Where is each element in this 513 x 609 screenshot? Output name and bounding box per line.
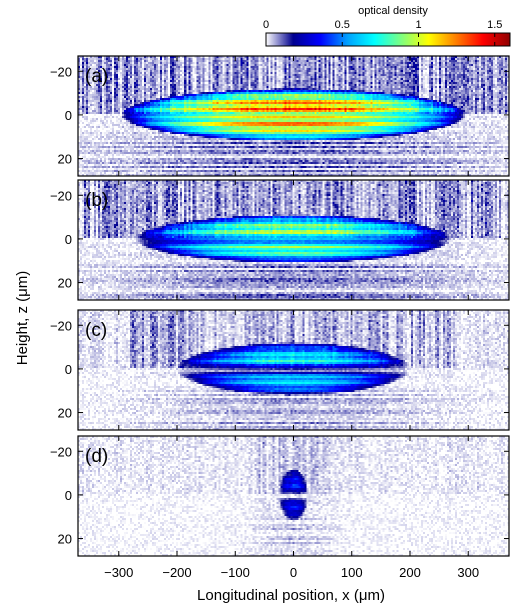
x-tick-label: −300 [104,565,133,580]
y-tick-label: −20 [50,318,72,333]
y-tick-label: 0 [65,362,72,377]
x-tick-label: −200 [162,565,191,580]
panel-a: −20 0 20 (a) [50,55,510,177]
y-tick-label: 20 [58,276,72,291]
y-tick-label: −20 [50,444,72,459]
colorbar: optical density 0 0.5 1 1.5 [263,5,511,47]
colorbar-tick-label: 0 [263,19,269,31]
panel-label: (b) [85,190,108,211]
density-image [78,310,509,430]
y-tick-label: −20 [50,188,72,203]
y-tick-label: 20 [58,406,72,421]
x-tick-label: −100 [221,565,250,580]
x-tick-label: 0 [290,565,297,580]
colorbar-tick-label: 1 [415,19,421,31]
colorbar-label: optical density [358,5,428,17]
x-tick-label: 200 [399,565,421,580]
colorbar-tick-label: 0.5 [335,19,350,31]
y-axis-title: Height, z (μm) [14,271,31,366]
colorbar-tick-label: 1.5 [487,19,502,31]
panel-d: −20 0 20 (d) [50,435,510,557]
y-tick-label: −20 [50,64,72,79]
panel-b: −20 0 20 (b) [50,179,510,301]
density-image [78,180,509,300]
panel-label: (c) [85,320,107,341]
x-tick-label: 100 [341,565,363,580]
x-tick-label: 300 [457,565,479,580]
density-image [78,56,509,176]
panel-label: (d) [85,446,108,467]
panel-label: (a) [85,66,108,87]
y-tick-label: 20 [58,152,72,167]
x-tick-labels: −300 −200 −100 0 100 200 300 [104,565,479,580]
y-tick-label: 0 [65,108,72,123]
density-image [78,436,509,556]
y-tick-label: 0 [65,232,72,247]
x-axis-title: Longitudinal position, x (μm) [197,587,385,604]
panel-c: −20 0 20 (c) [50,309,510,431]
y-tick-label: 0 [65,488,72,503]
colorbar-gradient [265,32,511,47]
y-tick-label: 20 [58,532,72,547]
